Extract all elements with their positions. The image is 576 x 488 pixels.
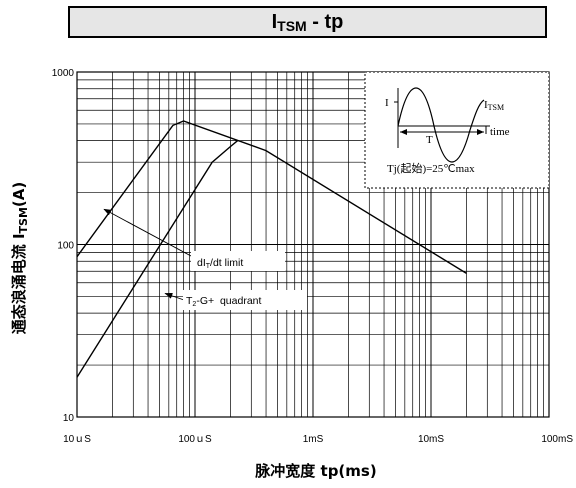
x-tick-label: 100mS [541,434,573,445]
inset-label-tj: Tj(起始)=25℃max [387,161,475,175]
sine-wave [397,87,485,163]
plot-frame [76,71,550,418]
quadrant-label-bg [183,290,307,310]
y-tick-label: 10 [63,413,75,424]
chart-title-box: I TSM - tp [68,6,547,38]
inset-box [364,71,550,189]
chart-title-subscript: TSM [277,18,307,34]
dit-arrow [103,208,192,257]
inset-label-t: T [426,134,433,146]
inset-label-i: I [385,97,389,109]
x-tick-label: 100ｕS [178,434,212,445]
chart-title-rest: - tp [306,10,344,33]
quadrant-arrow [164,292,185,301]
y-tick-labels: 10 100 1000 [52,68,75,424]
chart-title-main: I [271,10,278,33]
period-arrow-left-icon [400,129,407,135]
x-tick-label: 10ｕS [63,434,91,445]
dit-label-bg [191,251,285,271]
dit-limit-label: dIT/dt limit [197,257,243,270]
period-arrow-right-icon [477,129,484,135]
x-tick-labels: 10ｕS 100ｕS 1mS 10mS 100mS [63,434,573,445]
quadrant-label: T2-G+ quadrant [186,295,261,308]
waveform-inset: I ITSM T time Tj(起始)=25℃max [364,71,550,189]
y-tick-label: 100 [57,241,74,252]
inset-label-time: time [490,126,510,138]
series-line-2 [76,140,239,378]
y-tick-label: 1000 [52,68,75,79]
y-axis-label: 通态浪涌电流 ITSM(A) [10,182,30,335]
x-tick-label: 1mS [303,434,324,445]
series-line-1 [76,120,467,274]
x-axis-label: 脉冲宽度 tp(ms) [254,462,376,480]
series-group [76,120,467,378]
x-tick-label: 10mS [418,434,444,445]
inset-label-itsm: ITSM [484,99,504,112]
annotations: dIT/dt limit T2-G+ quadrant [103,208,307,310]
